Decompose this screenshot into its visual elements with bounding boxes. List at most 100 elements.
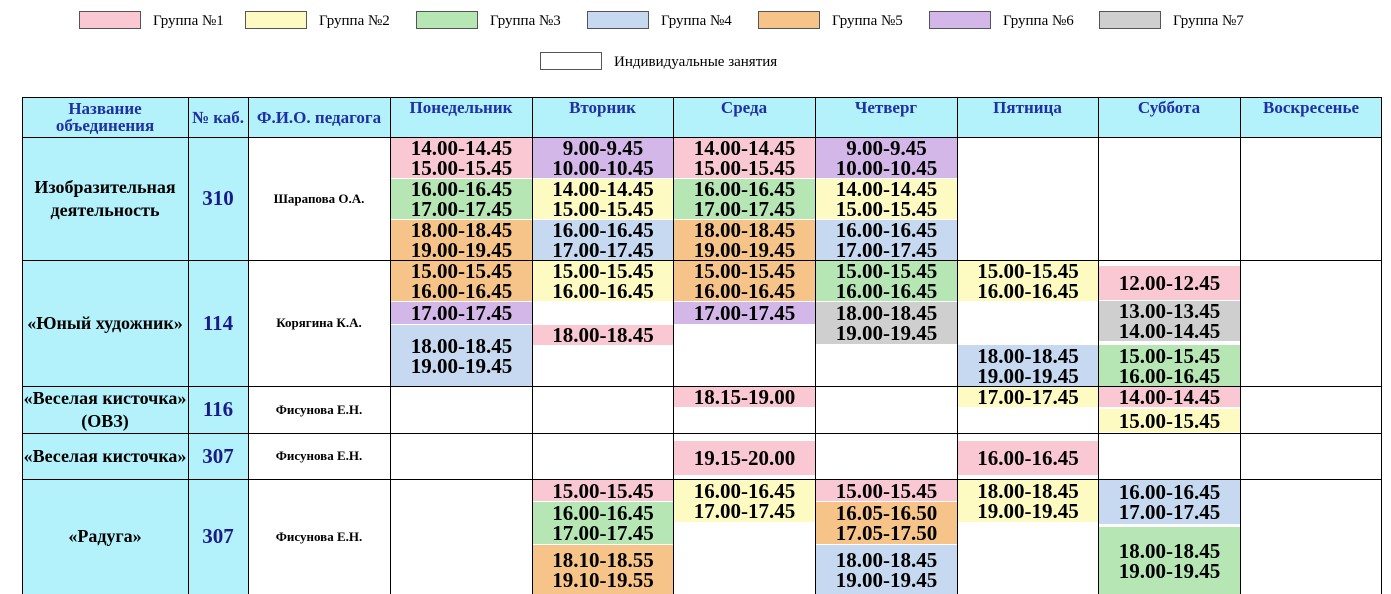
legend-swatch: [1099, 11, 1161, 29]
time-slot: 18.00-18.45 19.00-19.45: [816, 302, 957, 344]
room-number: 310: [202, 186, 234, 210]
time-range: 16.00-16.45: [693, 479, 796, 503]
legend-swatch: [758, 11, 820, 29]
time-range: 10.00-10.45: [835, 156, 938, 180]
time-range: 16.00-16.45: [977, 446, 1079, 470]
column-divider: [248, 97, 249, 594]
teacher-name: Корягина К.А.: [276, 315, 362, 330]
room-number: 114: [202, 310, 234, 335]
time-range: 17.00-17.45: [410, 197, 513, 221]
time-slot: 15.00-15.45: [1099, 409, 1240, 432]
row-divider: [22, 260, 1382, 261]
teacher-name: Фисунова Е.Н.: [275, 401, 363, 417]
time-range: 15.00-15.45: [835, 478, 938, 503]
time-slot: 18.00-18.45 19.00-19.45: [391, 220, 532, 261]
column-divider: [1098, 97, 1099, 594]
time-slot: 17.00-17.45: [674, 302, 815, 324]
time-slot: 16.00-16.45 17.00-17.45: [674, 177, 815, 221]
row-divider: [22, 137, 1382, 138]
time-range: 18.00-18.45: [977, 479, 1079, 503]
time-range: 17.00-17.45: [1118, 500, 1221, 524]
time-slot: 18.00-18.45 19.00-19.45: [674, 220, 815, 261]
time-range: 17.00-17.45: [693, 301, 796, 325]
time-range: 19.15-20.00: [693, 446, 796, 470]
legend-swatch: [929, 11, 991, 29]
time-range: 16.00-16.45: [410, 279, 513, 303]
time-range: 15.00-15.45: [1118, 343, 1221, 368]
time-range: 19.00-19.45: [977, 363, 1079, 388]
time-range: 16.00-16.45: [552, 218, 654, 242]
time-range: 19.00-19.45: [835, 321, 938, 345]
time-range: 13.00-13.45: [1118, 299, 1221, 323]
legend-label: Группа №1: [153, 13, 224, 29]
time-range: 14.00-14.45: [1118, 319, 1221, 343]
time-range: 16.00-16.45: [410, 177, 513, 201]
group-name: «Веселая кисточка» (ОВЗ): [23, 387, 187, 431]
time-slot: 16.00-16.45 17.00-17.45: [674, 480, 815, 522]
time-range: 17.00-17.45: [552, 521, 654, 545]
legend-swatch: [587, 11, 649, 29]
time-range: 15.00-15.45: [552, 197, 654, 221]
teacher-name: Фисунова Е.Н.: [275, 448, 363, 463]
time-range: 10.00-10.45: [552, 156, 654, 180]
time-range: 9.00-9.45: [562, 136, 644, 160]
time-slot: 15.00-15.45 16.00-16.45: [391, 261, 532, 303]
time-slot: 15.00-15.45: [816, 480, 957, 501]
time-slot: 18.00-18.45 19.00-19.45: [1099, 527, 1240, 594]
time-slot: 16.00-16.45 17.00-17.45: [1099, 480, 1240, 524]
time-slot: 14.00-14.45 15.00-15.45: [816, 177, 957, 221]
time-slot: 14.00-14.45 15.00-15.45: [391, 136, 532, 179]
time-range: 14.00-14.45: [552, 177, 654, 201]
time-range: 19.00-19.45: [977, 499, 1079, 523]
time-slot: 16.00-16.45 17.00-17.45: [533, 218, 673, 261]
column-divider: [1381, 97, 1382, 594]
time-range: 18.00-18.45: [552, 323, 654, 347]
column-divider: [1240, 97, 1241, 594]
time-range: 15.00-15.45: [552, 259, 654, 283]
time-range: 16.00-16.45: [693, 177, 796, 201]
schedule-table: Название объединения № каб. Ф.И.О. педагог…: [22, 97, 1382, 594]
legend-swatch: [540, 52, 602, 70]
row-divider: [22, 97, 1382, 98]
legend-label: Группа №4: [661, 13, 732, 29]
time-slot: 12.00-12.45: [1099, 266, 1240, 300]
header-name: Название объединения: [55, 99, 155, 135]
header-day: Вторник: [569, 98, 636, 117]
time-range: 19.00-19.45: [1118, 558, 1221, 583]
time-range: 17.00-17.45: [835, 238, 938, 262]
time-slot: 18.00-18.45 19.00-19.45: [958, 480, 1098, 522]
time-range: 14.00-14.45: [835, 177, 938, 201]
time-slot: 17.00-17.45: [958, 387, 1098, 408]
time-slot: 15.00-15.45 16.00-16.45: [1099, 345, 1240, 386]
legend-label: Индивидуальные занятия: [614, 54, 778, 70]
header-day: Среда: [720, 98, 768, 117]
time-slot: 13.00-13.45 14.00-14.45: [1099, 299, 1240, 343]
time-slot: 18.00-18.45 19.00-19.45: [816, 545, 957, 594]
time-slot: 18.15-19.00: [674, 387, 815, 408]
time-slot: 16.00-16.45: [958, 441, 1098, 475]
time-range: 16.00-16.45: [552, 279, 654, 303]
time-range: 14.00-14.45: [410, 136, 513, 160]
time-slot: 19.15-20.00: [674, 441, 815, 475]
time-range: 19.10-19.55: [552, 567, 654, 592]
time-slot: 18.00-18.45 19.00-19.45: [958, 345, 1098, 386]
time-range: 15.00-15.45: [693, 259, 796, 283]
time-range: 17.00-17.45: [693, 197, 796, 221]
time-slot: 16.00-16.45 17.00-17.45: [816, 218, 957, 262]
time-range: 15.00-15.45: [835, 197, 938, 221]
room-number: 307: [202, 443, 234, 468]
time-range: 16.00-16.45: [835, 218, 938, 242]
time-range: 9.00-9.45: [846, 136, 927, 160]
time-range: 15.00-15.45: [693, 156, 796, 180]
time-slot: 14.00-14.45 15.00-15.45: [674, 138, 815, 180]
time-range: 16.00-16.45: [1118, 363, 1221, 388]
time-slot: 18.10-18.55 19.10-19.55: [533, 545, 673, 594]
time-slot: 18.00-18.45 19.00-19.45: [391, 325, 532, 386]
time-range: 16.00-16.45: [552, 501, 654, 525]
time-range: 16.00-16.45: [693, 279, 796, 303]
time-slot: 15.00-15.45 16.00-16.45: [958, 261, 1098, 302]
time-slot: 14.00-14.45 15.00-15.45: [533, 177, 673, 221]
time-range: 16.05-16.50: [835, 501, 938, 525]
column-divider: [22, 97, 23, 594]
time-slot: 17.00-17.45: [391, 302, 532, 324]
